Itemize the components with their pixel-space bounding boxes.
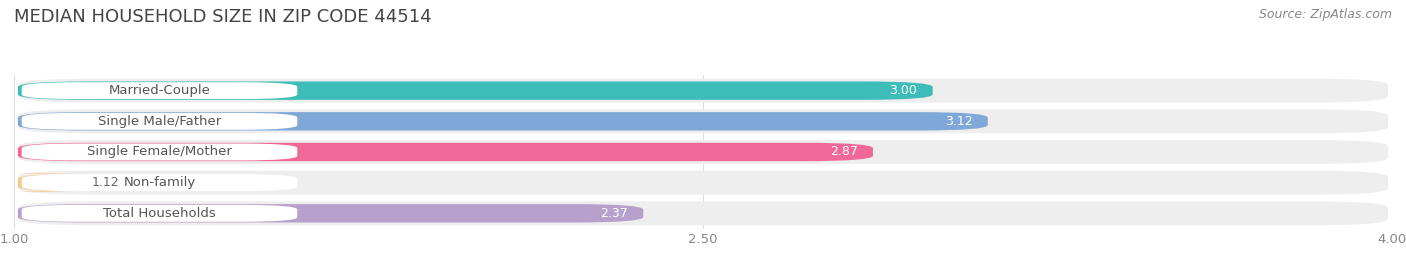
Text: 2.87: 2.87 — [830, 146, 858, 158]
Text: Source: ZipAtlas.com: Source: ZipAtlas.com — [1258, 8, 1392, 21]
Text: Single Female/Mother: Single Female/Mother — [87, 146, 232, 158]
FancyBboxPatch shape — [18, 171, 1388, 194]
Text: Single Male/Father: Single Male/Father — [98, 115, 221, 128]
FancyBboxPatch shape — [18, 109, 1388, 133]
FancyBboxPatch shape — [18, 82, 932, 100]
FancyBboxPatch shape — [18, 112, 988, 130]
FancyBboxPatch shape — [18, 79, 1388, 102]
Text: 1.12: 1.12 — [93, 176, 120, 189]
FancyBboxPatch shape — [18, 204, 644, 222]
FancyBboxPatch shape — [21, 113, 297, 130]
Text: 3.12: 3.12 — [945, 115, 973, 128]
FancyBboxPatch shape — [21, 82, 297, 99]
Text: Non-family: Non-family — [124, 176, 195, 189]
FancyBboxPatch shape — [18, 140, 1388, 164]
Text: Married-Couple: Married-Couple — [108, 84, 211, 97]
Text: 2.37: 2.37 — [600, 207, 628, 220]
Text: MEDIAN HOUSEHOLD SIZE IN ZIP CODE 44514: MEDIAN HOUSEHOLD SIZE IN ZIP CODE 44514 — [14, 8, 432, 26]
Text: Total Households: Total Households — [103, 207, 217, 220]
FancyBboxPatch shape — [21, 144, 297, 160]
Text: 3.00: 3.00 — [890, 84, 917, 97]
FancyBboxPatch shape — [0, 174, 87, 192]
FancyBboxPatch shape — [21, 205, 297, 222]
FancyBboxPatch shape — [18, 143, 873, 161]
FancyBboxPatch shape — [21, 174, 297, 191]
FancyBboxPatch shape — [18, 201, 1388, 225]
